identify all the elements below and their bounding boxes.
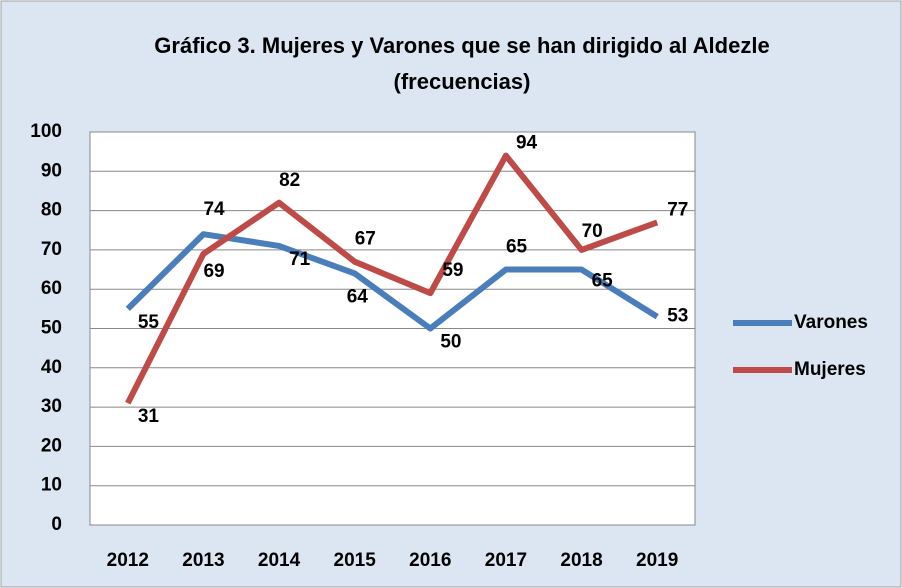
data-label: 94 [516, 133, 538, 154]
y-tick-label: 40 [41, 357, 62, 378]
data-label: 71 [289, 249, 311, 270]
y-tick-label: 100 [30, 121, 62, 142]
y-tick-label: 50 [41, 318, 62, 339]
data-label: 53 [667, 306, 688, 327]
data-label: 65 [506, 237, 528, 258]
x-tick-label: 2015 [334, 550, 377, 571]
legend-label: Varones [794, 312, 868, 333]
y-tick-label: 90 [41, 160, 62, 181]
y-tick-label: 10 [41, 475, 62, 496]
series-line [125, 231, 659, 332]
data-label: 50 [440, 332, 461, 353]
data-label: 55 [138, 312, 160, 333]
x-tick-label: 2017 [485, 550, 527, 571]
data-label: 65 [592, 271, 614, 292]
legend-label: Mujeres [794, 359, 866, 380]
x-tick-label: 2014 [258, 550, 301, 571]
data-label: 69 [203, 261, 224, 282]
y-tick-label: 70 [41, 239, 62, 260]
y-tick-label: 30 [41, 396, 62, 417]
data-label: 74 [203, 199, 225, 220]
y-tick-label: 60 [41, 278, 62, 299]
chart-title: Gráfico 3. Mujeres y Varones que se han … [154, 33, 770, 94]
data-label: 67 [355, 229, 376, 250]
x-tick-label: 2019 [636, 550, 678, 571]
data-label: 77 [667, 199, 688, 220]
y-tick-label: 20 [41, 435, 62, 456]
x-tick-label: 2013 [182, 550, 224, 571]
data-label: 64 [347, 286, 369, 307]
y-tick-label: 0 [51, 514, 62, 535]
series-line [125, 152, 659, 405]
data-label: 70 [582, 221, 603, 242]
data-label: 31 [138, 406, 160, 427]
y-tick-label: 80 [41, 200, 62, 221]
x-tick-label: 2018 [560, 550, 602, 571]
data-label: 59 [442, 260, 463, 281]
data-label: 82 [279, 170, 300, 191]
x-tick-label: 2012 [107, 550, 149, 571]
x-tick-label: 2016 [409, 550, 451, 571]
